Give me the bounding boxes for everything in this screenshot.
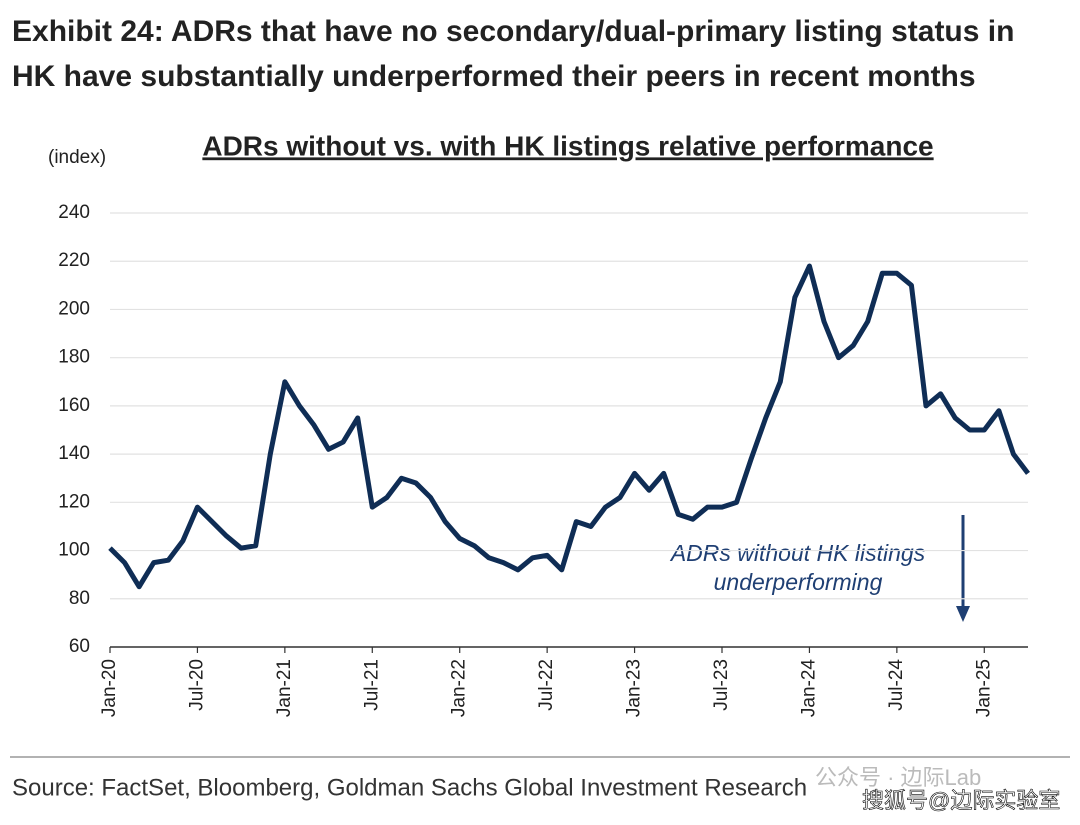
x-tick-label: Jul-20 bbox=[186, 659, 207, 711]
y-tick-label: 80 bbox=[69, 588, 90, 609]
annotation: underperforming bbox=[714, 569, 883, 595]
x-tick-label: Jul-22 bbox=[536, 659, 557, 711]
annotation-arrowhead bbox=[956, 606, 970, 622]
x-tick-label: Jan-25 bbox=[973, 659, 994, 717]
x-tick-label: Jan-20 bbox=[99, 659, 120, 717]
y-tick-label: 160 bbox=[58, 395, 90, 416]
y-tick-label: 200 bbox=[58, 298, 90, 319]
exhibit-title-1: Exhibit 24: ADRs that have no secondary/… bbox=[12, 15, 1014, 48]
data-line bbox=[108, 263, 1030, 590]
watermark: 公众号 · 边际Lab bbox=[815, 765, 981, 790]
y-tick-label: 120 bbox=[58, 491, 90, 512]
x-tick-label: Jan-21 bbox=[274, 659, 295, 717]
y-tick-label: 100 bbox=[58, 540, 90, 561]
y-tick-label: 60 bbox=[69, 636, 90, 657]
x-tick-label: Jan-22 bbox=[449, 659, 470, 717]
x-tick-label: Jan-23 bbox=[624, 659, 645, 717]
chart-title: ADRs without vs. with HK listings relati… bbox=[202, 130, 933, 161]
y-tick-label: 140 bbox=[58, 443, 90, 464]
x-tick-label: Jul-24 bbox=[886, 659, 907, 711]
y-tick-label: 180 bbox=[58, 347, 90, 368]
x-tick-label: Jan-24 bbox=[798, 659, 819, 718]
y-axis-label: (index) bbox=[48, 147, 106, 168]
y-tick-label: 240 bbox=[58, 202, 90, 223]
y-tick-label: 220 bbox=[58, 250, 90, 271]
x-tick-label: Jul-21 bbox=[361, 659, 382, 711]
source: Source: FactSet, Bloomberg, Goldman Sach… bbox=[12, 774, 807, 801]
watermark: 搜狐号@边际实验室 bbox=[862, 788, 1060, 813]
x-tick-label: Jul-23 bbox=[711, 659, 732, 711]
annotation: ADRs without HK listings bbox=[669, 540, 926, 566]
exhibit-title-2: HK have substantially underperformed the… bbox=[12, 60, 976, 93]
